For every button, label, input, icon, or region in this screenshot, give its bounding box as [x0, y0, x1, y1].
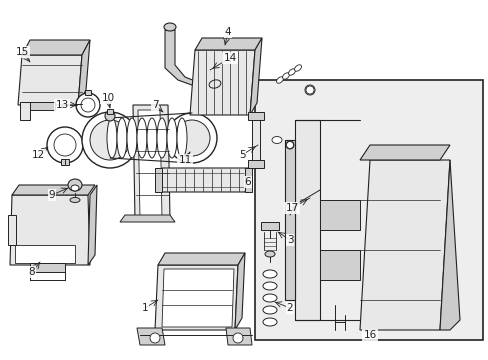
Ellipse shape — [177, 118, 186, 158]
Polygon shape — [155, 168, 162, 192]
Polygon shape — [247, 112, 264, 120]
Polygon shape — [359, 145, 449, 160]
Text: 4: 4 — [224, 27, 231, 37]
Ellipse shape — [263, 306, 276, 314]
Polygon shape — [251, 112, 260, 168]
Polygon shape — [120, 215, 175, 222]
Ellipse shape — [263, 318, 276, 326]
Polygon shape — [10, 195, 90, 265]
Circle shape — [167, 113, 217, 163]
Ellipse shape — [263, 282, 276, 290]
Polygon shape — [15, 245, 75, 263]
Text: 17: 17 — [285, 203, 298, 213]
Circle shape — [150, 333, 160, 343]
Ellipse shape — [282, 73, 289, 79]
Polygon shape — [78, 40, 90, 105]
Polygon shape — [164, 30, 218, 88]
Circle shape — [47, 127, 83, 163]
Ellipse shape — [70, 198, 80, 202]
Bar — [261, 222, 279, 230]
Polygon shape — [244, 168, 251, 192]
Polygon shape — [133, 105, 170, 220]
Text: 5: 5 — [238, 150, 245, 160]
Ellipse shape — [294, 65, 301, 71]
Polygon shape — [285, 140, 294, 300]
Circle shape — [232, 333, 243, 343]
Circle shape — [174, 120, 209, 156]
Text: 10: 10 — [101, 93, 114, 103]
Polygon shape — [190, 50, 254, 115]
Text: 11: 11 — [178, 155, 191, 165]
Polygon shape — [162, 269, 234, 327]
Polygon shape — [235, 253, 244, 330]
Polygon shape — [88, 185, 97, 265]
Polygon shape — [155, 168, 251, 192]
Polygon shape — [30, 263, 65, 272]
Text: 6: 6 — [244, 177, 251, 187]
Ellipse shape — [264, 251, 274, 257]
Text: 13: 13 — [55, 100, 68, 110]
Polygon shape — [22, 40, 90, 55]
Polygon shape — [20, 102, 30, 120]
Ellipse shape — [117, 118, 127, 158]
Bar — [107, 109, 113, 114]
Ellipse shape — [71, 185, 79, 191]
Polygon shape — [294, 120, 319, 320]
Polygon shape — [359, 160, 449, 330]
Text: 2: 2 — [286, 303, 293, 313]
Polygon shape — [8, 215, 16, 245]
Text: 14: 14 — [223, 53, 236, 63]
Ellipse shape — [68, 179, 82, 191]
Polygon shape — [158, 253, 244, 265]
Ellipse shape — [209, 80, 221, 88]
Text: 3: 3 — [286, 235, 293, 245]
Circle shape — [54, 134, 76, 156]
Circle shape — [90, 120, 130, 160]
Ellipse shape — [127, 118, 137, 158]
Polygon shape — [25, 102, 55, 110]
Polygon shape — [12, 185, 95, 195]
Circle shape — [82, 112, 138, 168]
Text: 9: 9 — [49, 190, 55, 200]
Ellipse shape — [276, 77, 283, 83]
Polygon shape — [249, 38, 262, 115]
Ellipse shape — [167, 118, 177, 158]
Polygon shape — [247, 160, 264, 168]
Polygon shape — [138, 110, 162, 218]
Ellipse shape — [288, 69, 295, 75]
Ellipse shape — [263, 294, 276, 302]
Polygon shape — [225, 328, 251, 345]
Ellipse shape — [137, 118, 147, 158]
Polygon shape — [155, 265, 238, 330]
Ellipse shape — [157, 118, 167, 158]
Bar — [61, 159, 69, 165]
Circle shape — [305, 86, 313, 94]
Polygon shape — [137, 328, 164, 345]
Polygon shape — [319, 250, 359, 280]
Polygon shape — [18, 55, 82, 105]
Circle shape — [76, 93, 100, 117]
Circle shape — [81, 98, 95, 112]
Text: 15: 15 — [15, 47, 29, 57]
Ellipse shape — [147, 118, 157, 158]
Circle shape — [105, 111, 115, 121]
Polygon shape — [195, 38, 262, 50]
Bar — [254, 80, 482, 340]
Polygon shape — [319, 200, 359, 230]
Ellipse shape — [285, 141, 293, 149]
Text: 12: 12 — [31, 150, 44, 160]
Circle shape — [286, 141, 293, 149]
Ellipse shape — [163, 23, 176, 31]
Polygon shape — [439, 160, 459, 330]
Ellipse shape — [305, 85, 314, 95]
Bar — [85, 90, 91, 95]
Text: 8: 8 — [29, 267, 35, 277]
Ellipse shape — [107, 118, 117, 158]
Text: 16: 16 — [363, 330, 376, 340]
Text: 1: 1 — [142, 303, 148, 313]
Ellipse shape — [271, 136, 282, 144]
Ellipse shape — [263, 270, 276, 278]
Text: 7: 7 — [151, 100, 158, 110]
